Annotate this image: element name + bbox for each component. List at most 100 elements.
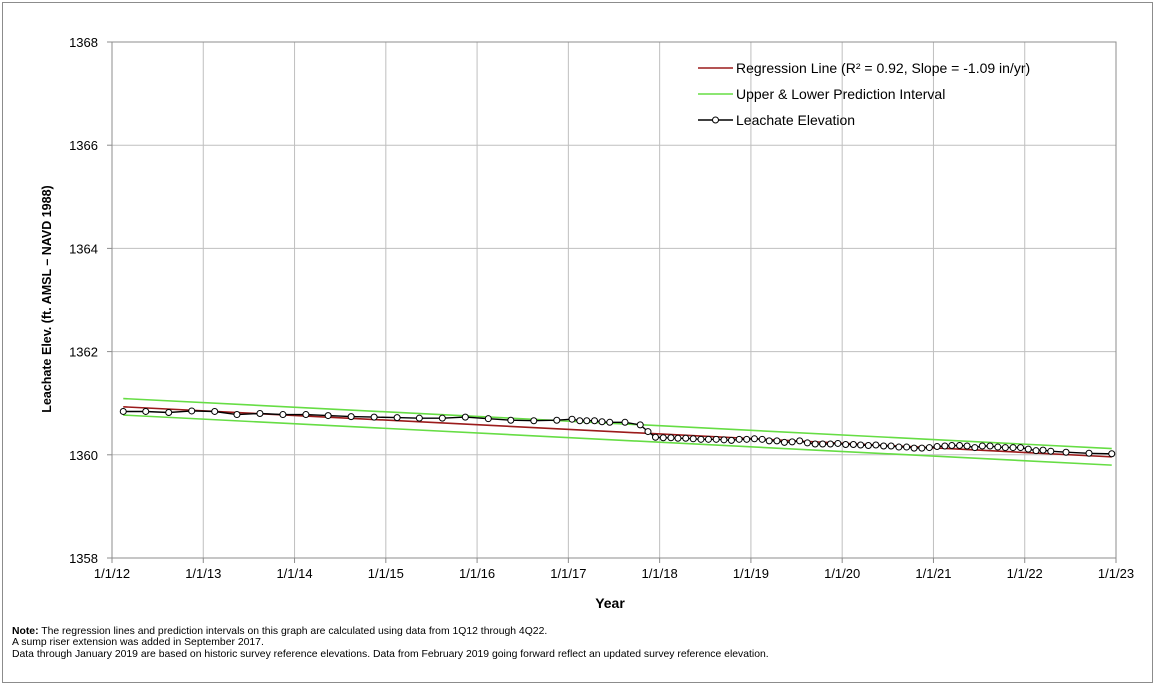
- x-tick-label: 1/1/12: [94, 566, 130, 581]
- grid-lines: [107, 41, 1117, 563]
- data-point: [606, 418, 614, 426]
- data-point: [743, 435, 751, 443]
- data-point: [948, 442, 956, 450]
- data-point: [165, 408, 173, 416]
- data-point: [963, 442, 971, 450]
- data-point: [682, 434, 690, 442]
- data-point: [1009, 444, 1017, 452]
- data-point: [438, 414, 446, 422]
- x-tick-label: 1/1/16: [459, 566, 495, 581]
- legend-regression-label: Regression Line (R² = 0.92, Slope = -1.0…: [736, 60, 1030, 76]
- data-point: [636, 421, 644, 429]
- data-point: [370, 413, 378, 421]
- legend: Regression Line (R² = 0.92, Slope = -1.0…: [698, 60, 1030, 128]
- data-point: [956, 442, 964, 450]
- data-point: [697, 435, 705, 443]
- data-point: [689, 435, 697, 443]
- x-tick-label: 1/1/22: [1007, 566, 1043, 581]
- data-point: [659, 434, 667, 442]
- data-point: [674, 434, 682, 442]
- data-point: [1032, 447, 1040, 455]
- y-tick-label: 1368: [69, 35, 98, 50]
- data-point: [461, 413, 469, 421]
- data-point: [644, 428, 652, 436]
- data-point: [302, 411, 310, 419]
- note-line-1: Note: The regression lines and predictio…: [12, 626, 1142, 637]
- data-point: [826, 440, 834, 448]
- prediction-interval-lines: [123, 397, 1112, 466]
- data-point: [211, 407, 219, 415]
- data-point: [233, 411, 241, 419]
- data-point: [1024, 445, 1032, 453]
- data-point: [553, 416, 561, 424]
- x-tick-label: 1/1/14: [276, 566, 312, 581]
- data-point: [188, 407, 196, 415]
- data-point: [347, 413, 355, 421]
- data-point: [857, 441, 865, 449]
- data-point: [598, 418, 606, 426]
- data-point: [1062, 448, 1070, 456]
- data-point: [864, 442, 872, 450]
- data-point: [986, 442, 994, 450]
- data-point: [1017, 444, 1025, 452]
- x-tick-label: 1/1/18: [642, 566, 678, 581]
- data-point: [971, 444, 979, 452]
- data-point: [1047, 447, 1055, 455]
- data-point: [903, 443, 911, 451]
- y-axis-tick-labels: 1358 1360 1362 1364 1366 1368: [69, 35, 98, 566]
- data-point: [788, 438, 796, 446]
- data-point: [507, 416, 515, 424]
- data-point: [872, 441, 880, 449]
- data-point: [765, 437, 773, 445]
- data-point: [1085, 449, 1093, 457]
- data-point: [393, 414, 401, 422]
- data-point: [918, 444, 926, 452]
- y-tick-label: 1366: [69, 138, 98, 153]
- data-point: [704, 435, 712, 443]
- lower-prediction-line: [123, 414, 1112, 466]
- leachate-elevation-series: [119, 407, 1116, 458]
- note-label: Note:: [12, 626, 39, 637]
- data-point: [925, 444, 933, 452]
- data-point: [849, 440, 857, 448]
- y-tick-label: 1364: [69, 241, 98, 256]
- data-point: [530, 417, 538, 425]
- data-point: [842, 440, 850, 448]
- data-point: [591, 417, 599, 425]
- data-point: [256, 410, 264, 418]
- x-axis-label: Year: [595, 595, 625, 611]
- data-point: [758, 435, 766, 443]
- data-point: [324, 412, 332, 420]
- data-point: [651, 433, 659, 441]
- data-point: [735, 435, 743, 443]
- data-point: [568, 415, 576, 423]
- x-tick-label: 1/1/23: [1098, 566, 1134, 581]
- data-point: [621, 418, 629, 426]
- x-tick-label: 1/1/15: [368, 566, 404, 581]
- data-point: [279, 411, 287, 419]
- legend-leachate-elevation-label: Leachate Elevation: [736, 112, 855, 128]
- upper-prediction-line: [123, 397, 1112, 450]
- data-point: [1001, 444, 1009, 452]
- x-tick-label: 1/1/20: [824, 566, 860, 581]
- data-point: [796, 437, 804, 445]
- note-line-2: A sump riser extension was added in Sept…: [12, 637, 264, 649]
- data-point: [887, 442, 895, 450]
- data-point: [933, 443, 941, 451]
- y-tick-label: 1362: [69, 345, 98, 360]
- data-point: [1039, 446, 1047, 454]
- data-point: [119, 407, 127, 415]
- data-point: [978, 442, 986, 450]
- data-point: [1108, 450, 1116, 458]
- legend-leachate-elevation-marker: [712, 116, 719, 124]
- legend-prediction-interval-label: Upper & Lower Prediction Interval: [736, 86, 945, 102]
- data-point: [415, 414, 423, 422]
- data-point: [576, 417, 584, 425]
- data-point: [773, 437, 781, 445]
- data-point: [819, 440, 827, 448]
- data-point: [941, 442, 949, 450]
- data-point: [750, 435, 758, 443]
- data-point: [720, 436, 728, 444]
- y-tick-label: 1360: [69, 448, 98, 463]
- data-point: [895, 443, 903, 451]
